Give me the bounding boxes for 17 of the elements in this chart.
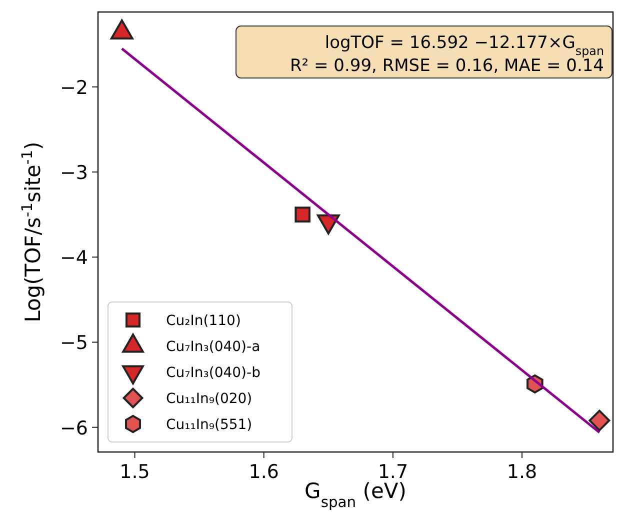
y-tick-label: −2 (60, 76, 88, 99)
legend-label: Cu₇In₃(040)-b (166, 365, 261, 381)
x-tick-label: 1.6 (248, 461, 279, 483)
x-tick-label: 1.5 (120, 461, 150, 483)
legend-label: Cu₇In₃(040)-a (166, 339, 260, 355)
y-tick-label: −4 (60, 247, 88, 270)
y-tick-label: −6 (60, 417, 88, 440)
legend-label: Cu₂In(110) (166, 313, 241, 329)
annotation: R² = 0.99, RMSE = 0.16, MAE = 0.14 (290, 56, 604, 76)
y-tick-label: −3 (60, 162, 88, 184)
y-tick-label: −5 (60, 332, 88, 354)
x-tick-label: 1.8 (506, 461, 538, 483)
legend-label: Cu₁₁In₉(551) (166, 417, 252, 433)
point (294, 206, 310, 222)
legend-label: Cu₁₁In₉(020) (166, 391, 252, 407)
point (588, 410, 610, 432)
annotation: logTOF = 16.592 −12.177×G$_{span}$ (324, 33, 604, 58)
